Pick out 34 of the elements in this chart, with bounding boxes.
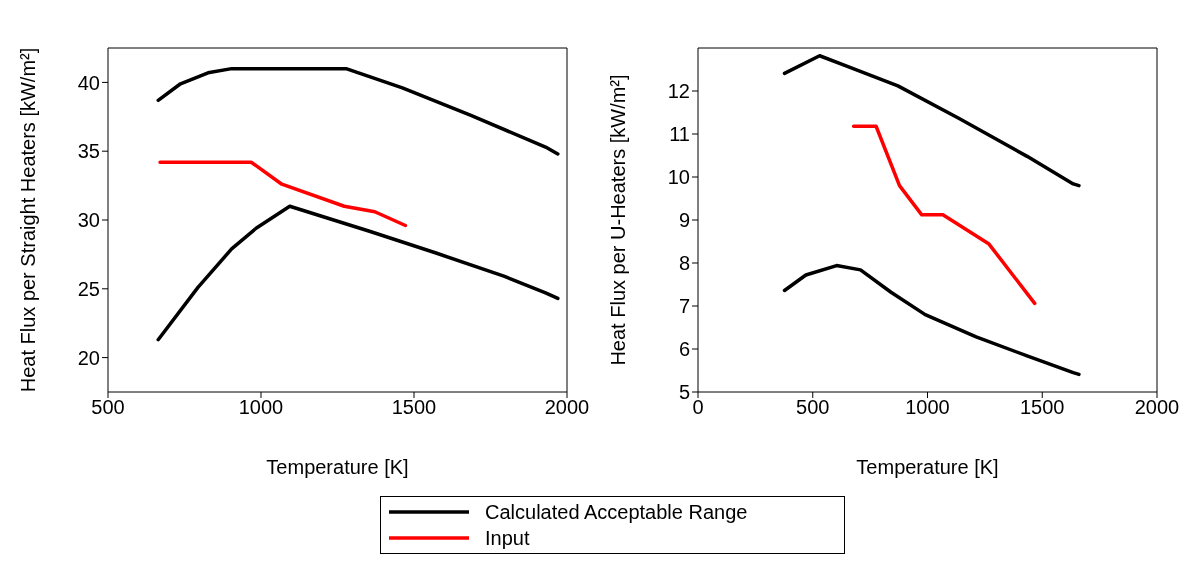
y-tick-label: 20 <box>77 346 100 369</box>
y-tick-label: 6 <box>678 338 690 361</box>
x-axis-title: Temperature [K] <box>856 456 999 478</box>
line-series <box>782 53 1081 188</box>
line-series <box>158 160 408 228</box>
y-tick-label: 7 <box>678 295 690 318</box>
line-series <box>156 66 560 156</box>
legend-label: Input <box>485 526 530 550</box>
line-series <box>156 204 560 342</box>
y-tick-label: 35 <box>77 140 100 163</box>
y-tick-label: 12 <box>667 80 690 103</box>
x-tick-label: 500 <box>796 396 830 419</box>
x-tick-label: 1000 <box>238 396 284 419</box>
x-axis-title: Temperature [K] <box>266 456 409 478</box>
legend-label: Calculated Acceptable Range <box>485 500 748 524</box>
line-series <box>851 124 1037 306</box>
x-tick-label: 0 <box>692 396 704 419</box>
y-tick-label: 25 <box>77 277 100 300</box>
y-tick-label: 30 <box>77 209 100 232</box>
y-tick-label: 5 <box>678 381 690 404</box>
y-tick-label: 40 <box>77 71 100 94</box>
y-tick-label: 8 <box>678 252 690 275</box>
x-tick-label: 1500 <box>391 396 437 419</box>
y-tick-label: 10 <box>667 166 690 189</box>
x-tick-label: 500 <box>91 396 125 419</box>
x-tick-label: 1500 <box>1020 396 1065 419</box>
x-tick-label: 2000 <box>544 396 590 419</box>
y-axis-title: Heat Flux per Straight Heaters [kW/m²] <box>17 47 40 393</box>
line-series <box>782 263 1081 377</box>
x-tick-label: 1000 <box>905 396 950 419</box>
y-tick-label: 9 <box>678 209 690 232</box>
y-tick-label: 11 <box>669 123 690 146</box>
y-axis-title: Heat Flux per U-Heaters [kW/m²] <box>607 74 630 366</box>
x-tick-label: 2000 <box>1134 396 1180 419</box>
